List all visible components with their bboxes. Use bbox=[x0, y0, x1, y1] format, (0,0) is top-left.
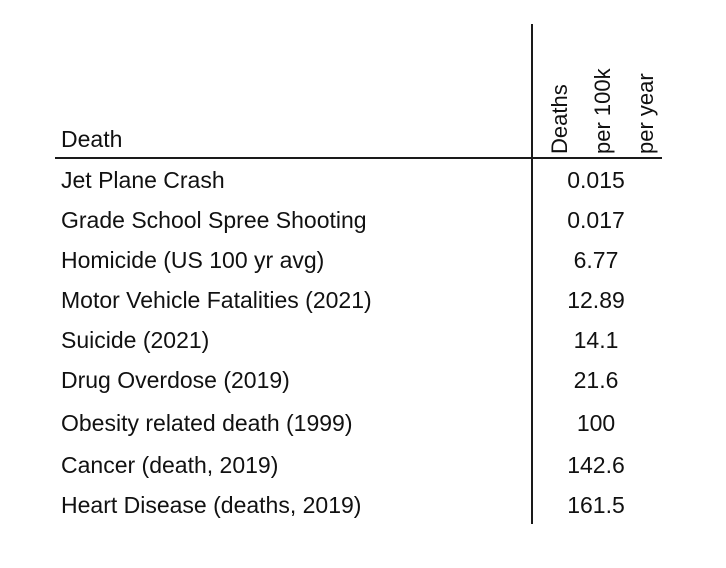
row-value: 161.5 bbox=[567, 492, 625, 518]
column-header-death: Death bbox=[61, 126, 123, 152]
row-label: Obesity related death (1999) bbox=[61, 410, 353, 436]
row-value: 14.1 bbox=[573, 327, 619, 353]
row-value: 12.89 bbox=[567, 287, 625, 313]
row-value: 0.017 bbox=[567, 207, 625, 233]
row-label: Heart Disease (deaths, 2019) bbox=[61, 492, 362, 518]
row-label: Homicide (US 100 yr avg) bbox=[61, 247, 325, 273]
header-divider bbox=[55, 157, 662, 159]
column-divider bbox=[531, 24, 533, 524]
column-header-value-line-1: Deaths bbox=[547, 84, 572, 154]
row-value: 6.77 bbox=[573, 247, 619, 273]
row-label: Motor Vehicle Fatalities (2021) bbox=[61, 287, 372, 313]
row-label: Grade School Spree Shooting bbox=[61, 207, 367, 233]
row-value: 21.6 bbox=[573, 367, 619, 393]
row-label: Jet Plane Crash bbox=[61, 167, 225, 193]
row-value: 100 bbox=[576, 410, 616, 436]
column-header-value-line-3: per year bbox=[633, 73, 658, 154]
row-value: 142.6 bbox=[567, 452, 625, 478]
row-value: 0.015 bbox=[567, 167, 625, 193]
row-label: Drug Overdose (2019) bbox=[61, 367, 290, 393]
row-label: Suicide (2021) bbox=[61, 327, 210, 353]
row-label: Cancer (death, 2019) bbox=[61, 452, 279, 478]
column-header-value-line-2: per 100k bbox=[590, 68, 615, 154]
